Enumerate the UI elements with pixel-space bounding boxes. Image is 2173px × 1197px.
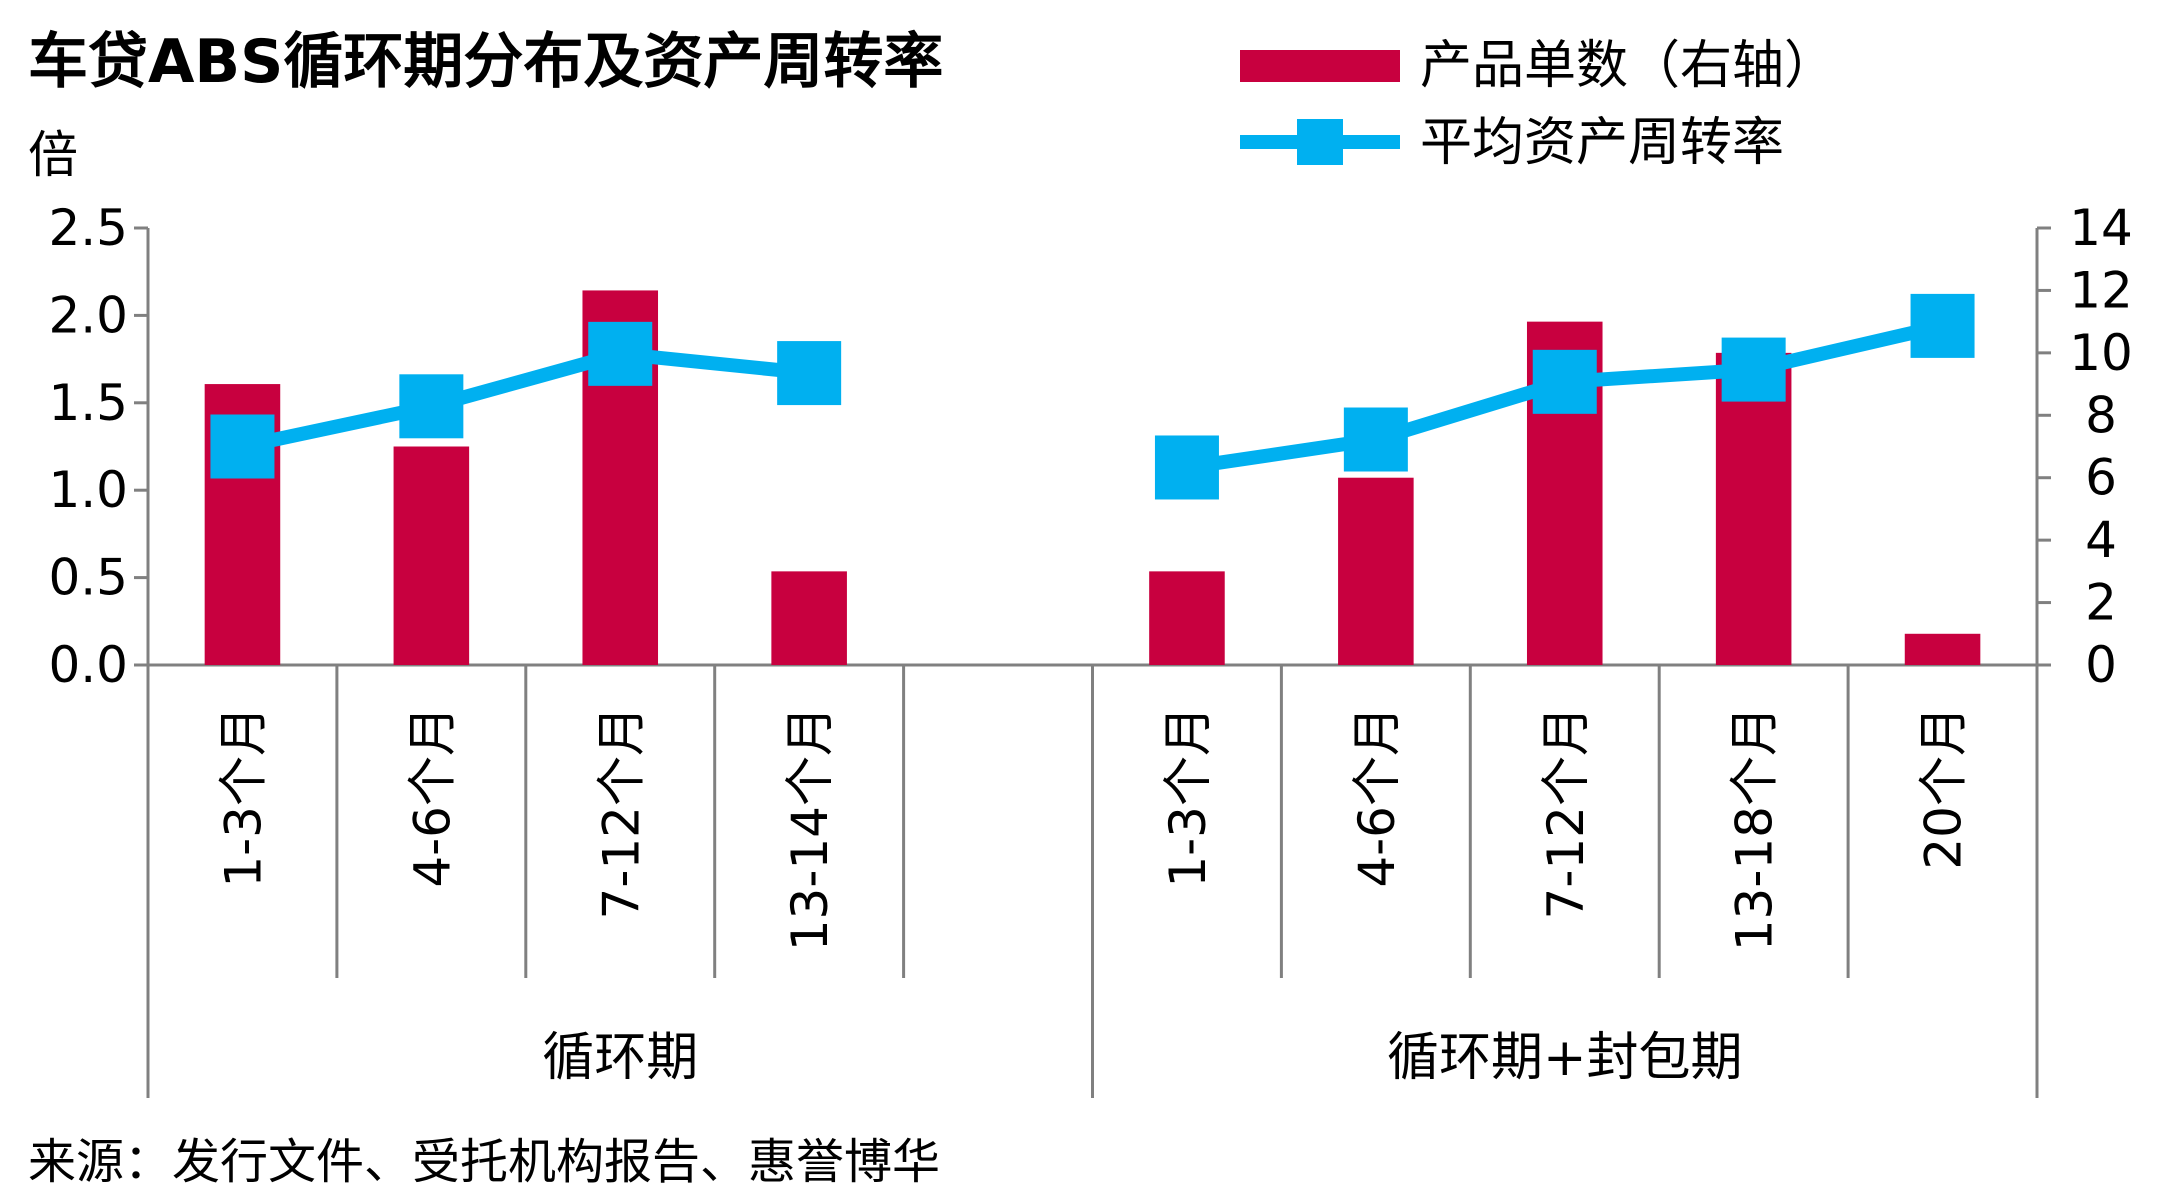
bar bbox=[1904, 633, 1981, 665]
category-label: 20个月 bbox=[1915, 706, 1973, 870]
right-axis-tick-label: 4 bbox=[2085, 511, 2117, 569]
line-marker bbox=[777, 341, 842, 406]
line-marker bbox=[1910, 293, 1975, 358]
category-label: 13-18个月 bbox=[1726, 706, 1784, 951]
legend-swatch-marker bbox=[1297, 119, 1343, 165]
category-label: 13-14个月 bbox=[781, 706, 839, 951]
right-axis-tick-label: 6 bbox=[2085, 449, 2117, 507]
source-note: 来源：发行文件、受托机构报告、惠誉博华 bbox=[28, 1134, 940, 1190]
line-marker bbox=[1154, 435, 1219, 500]
chart-title: 车贷ABS循环期分布及资产周转率 bbox=[28, 27, 943, 97]
left-axis-tick-label: 0.5 bbox=[48, 549, 128, 607]
right-axis-tick-label: 2 bbox=[2085, 574, 2117, 632]
line-segment bbox=[240, 346, 810, 454]
legend-swatch-bars bbox=[1240, 50, 1400, 82]
line-marker bbox=[399, 374, 464, 439]
legend-label-line: 平均资产周转率 bbox=[1420, 113, 1784, 173]
line-marker bbox=[588, 321, 653, 386]
legend-label-bars: 产品单数（右轴） bbox=[1420, 36, 1836, 96]
left-axis-unit: 倍 bbox=[28, 126, 78, 184]
left-axis-tick-label: 0.0 bbox=[48, 636, 128, 694]
right-axis-tick-label: 14 bbox=[2069, 199, 2133, 257]
bar bbox=[1149, 571, 1225, 665]
group-label: 循环期+封包期 bbox=[1387, 1028, 1743, 1088]
left-axis-tick-label: 2.0 bbox=[48, 286, 128, 344]
left-axis-tick-label: 1.5 bbox=[48, 374, 128, 432]
right-axis-tick-label: 10 bbox=[2069, 324, 2133, 382]
category-label: 7-12个月 bbox=[592, 706, 650, 919]
group-label: 循环期 bbox=[542, 1028, 698, 1088]
right-axis-tick-label: 0 bbox=[2085, 636, 2117, 694]
bar bbox=[393, 446, 470, 665]
bar bbox=[1715, 352, 1792, 665]
line-marker bbox=[210, 414, 275, 479]
right-axis-tick-label: 8 bbox=[2085, 386, 2117, 444]
category-label: 1-3个月 bbox=[214, 706, 272, 888]
right-axis-tick-label: 12 bbox=[2069, 261, 2133, 319]
category-label: 1-3个月 bbox=[1159, 706, 1217, 888]
bar bbox=[1338, 477, 1414, 665]
left-axis-tick-label: 1.0 bbox=[48, 461, 128, 519]
category-label: 4-6个月 bbox=[1348, 706, 1406, 888]
line-marker bbox=[1532, 349, 1597, 414]
left-axis-tick-label: 2.5 bbox=[48, 199, 128, 257]
bar bbox=[771, 571, 847, 665]
line-marker bbox=[1721, 337, 1786, 402]
category-label: 7-12个月 bbox=[1537, 706, 1595, 919]
category-label: 4-6个月 bbox=[403, 706, 461, 888]
line-marker bbox=[1343, 407, 1408, 472]
